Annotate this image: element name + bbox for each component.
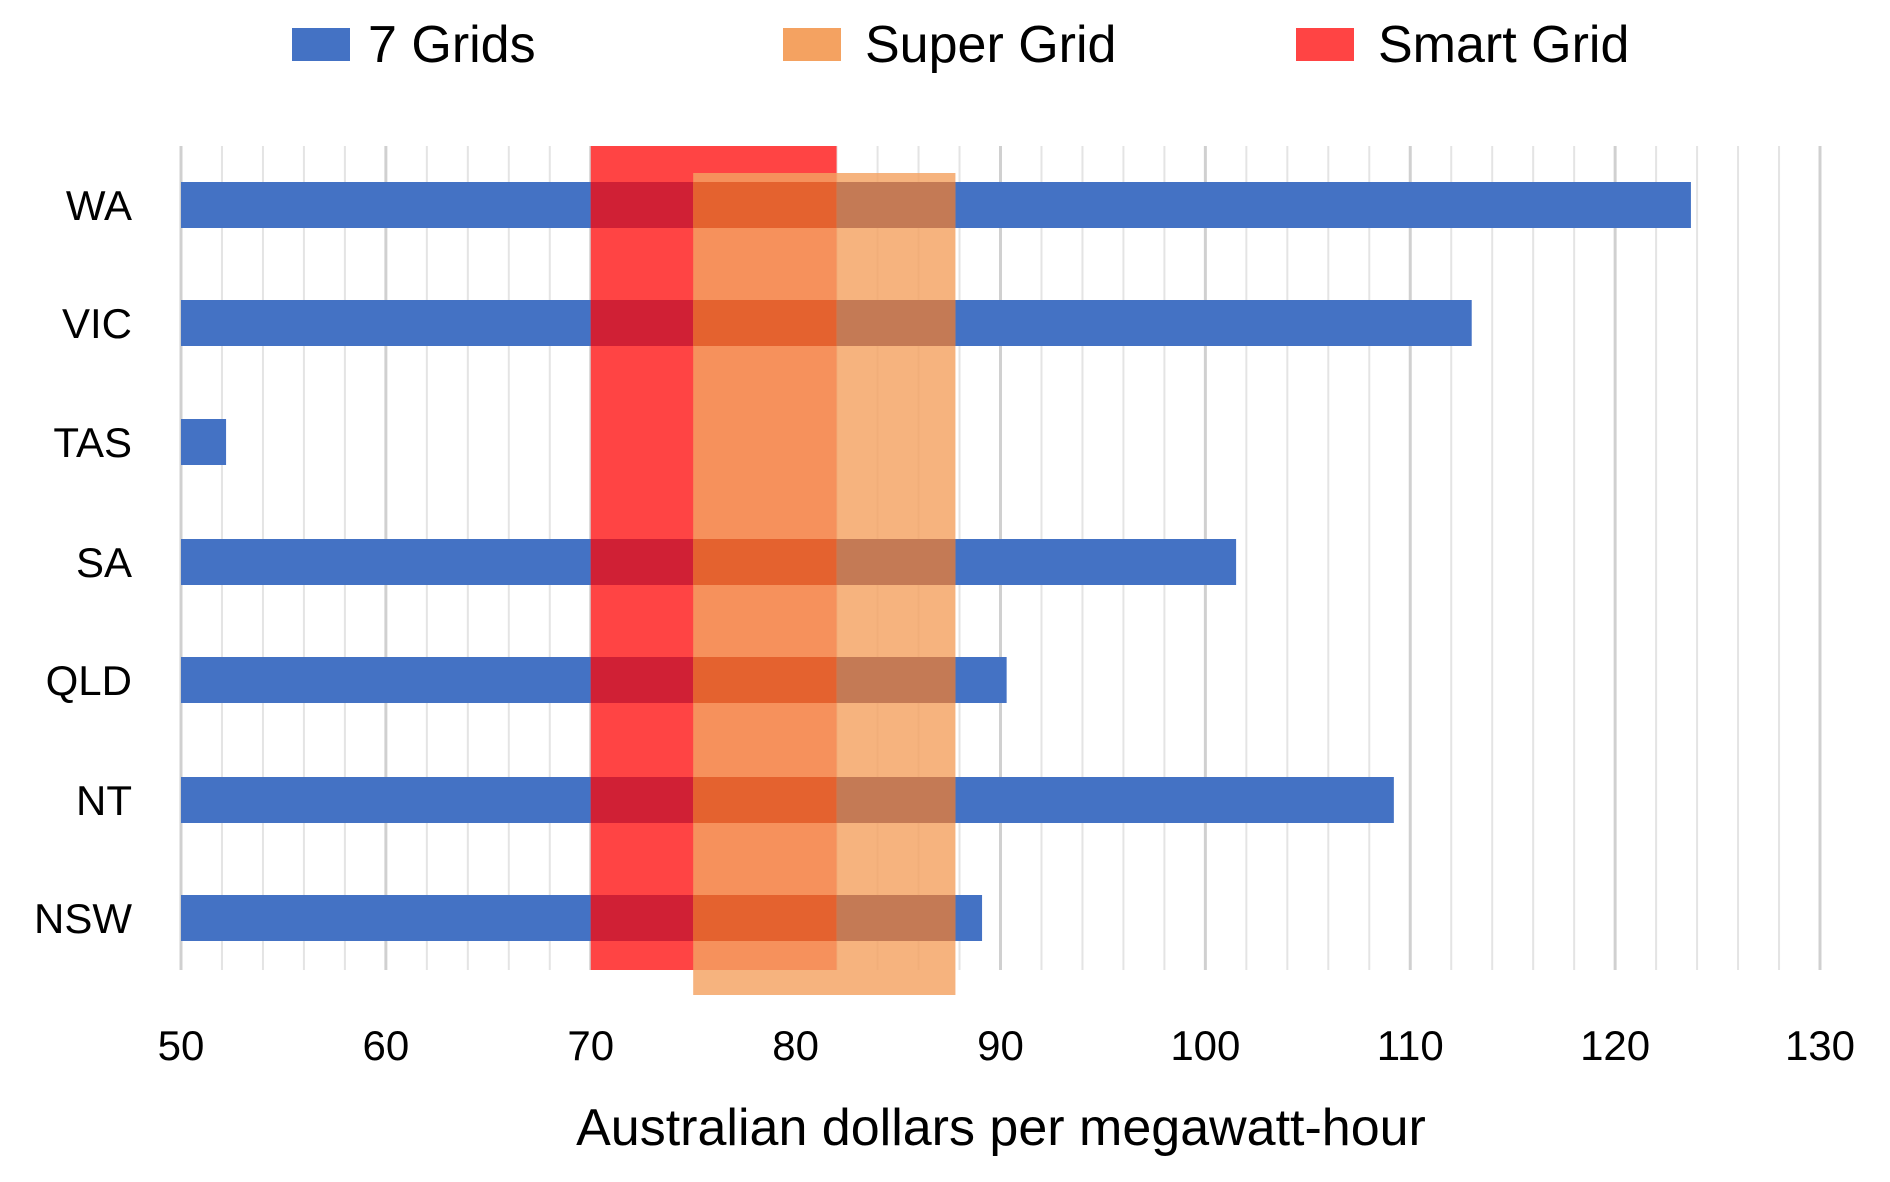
- x-tick-label: 110: [1377, 1022, 1444, 1069]
- bar-overlap-sa-2: [836, 539, 956, 585]
- y-category-label: TAS: [53, 419, 132, 466]
- bar-overlap-vic-0: [590, 300, 694, 346]
- x-tick-label: 70: [567, 1022, 614, 1069]
- y-category-label: QLD: [46, 657, 132, 704]
- x-tick-label: 100: [1170, 1022, 1240, 1069]
- legend: 7 Grids Super Grid Smart Grid: [292, 16, 1629, 74]
- x-axis-title: Australian dollars per megawatt-hour: [576, 1099, 1426, 1157]
- x-tick-label: 90: [977, 1022, 1024, 1069]
- x-tick-label: 60: [363, 1022, 410, 1069]
- bar-overlap-nsw-0: [590, 895, 694, 941]
- range-bands: [590, 146, 956, 995]
- bar-overlap-nsw-2: [836, 895, 956, 941]
- bar-overlap-wa-1: [693, 182, 837, 228]
- legend-label: Smart Grid: [1378, 16, 1629, 74]
- legend-label: Super Grid: [865, 16, 1116, 74]
- legend-swatch: [292, 28, 350, 61]
- legend-swatch: [1296, 28, 1354, 61]
- y-category-label: NT: [76, 777, 132, 824]
- bar-overlap-nt-0: [590, 777, 694, 823]
- legend-swatch: [783, 28, 841, 61]
- bar-overlap-qld-0: [590, 657, 694, 703]
- y-category-label: VIC: [62, 300, 132, 347]
- legend-label: 7 Grids: [368, 16, 536, 74]
- x-tick-label: 50: [158, 1022, 205, 1069]
- bar-overlap-nsw-1: [693, 895, 837, 941]
- bar-overlap-sa-0: [590, 539, 694, 585]
- bar-tas: [181, 419, 227, 465]
- bar-overlap-nt-1: [693, 777, 837, 823]
- y-category-label: SA: [76, 539, 132, 586]
- bar-overlap-nt-2: [836, 777, 956, 823]
- bar-overlap-vic-2: [836, 300, 956, 346]
- bar-overlap-wa-0: [590, 182, 694, 228]
- bar-overlap-qld-1: [693, 657, 837, 703]
- y-category-label: WA: [66, 182, 132, 229]
- x-tick-label: 130: [1785, 1022, 1855, 1069]
- bar-overlap-vic-1: [693, 300, 837, 346]
- x-tick-label: 120: [1580, 1022, 1650, 1069]
- bar-overlap-wa-2: [836, 182, 956, 228]
- y-category-label: NSW: [34, 895, 132, 942]
- axes: 50 60 70 80 90 100 110 120 130 WA VIC TAS SA QLD NT NSW: [34, 182, 1855, 1069]
- bar-overlap-qld-2: [836, 657, 956, 703]
- bar-overlap-sa-1: [693, 539, 837, 585]
- x-tick-label: 80: [772, 1022, 819, 1069]
